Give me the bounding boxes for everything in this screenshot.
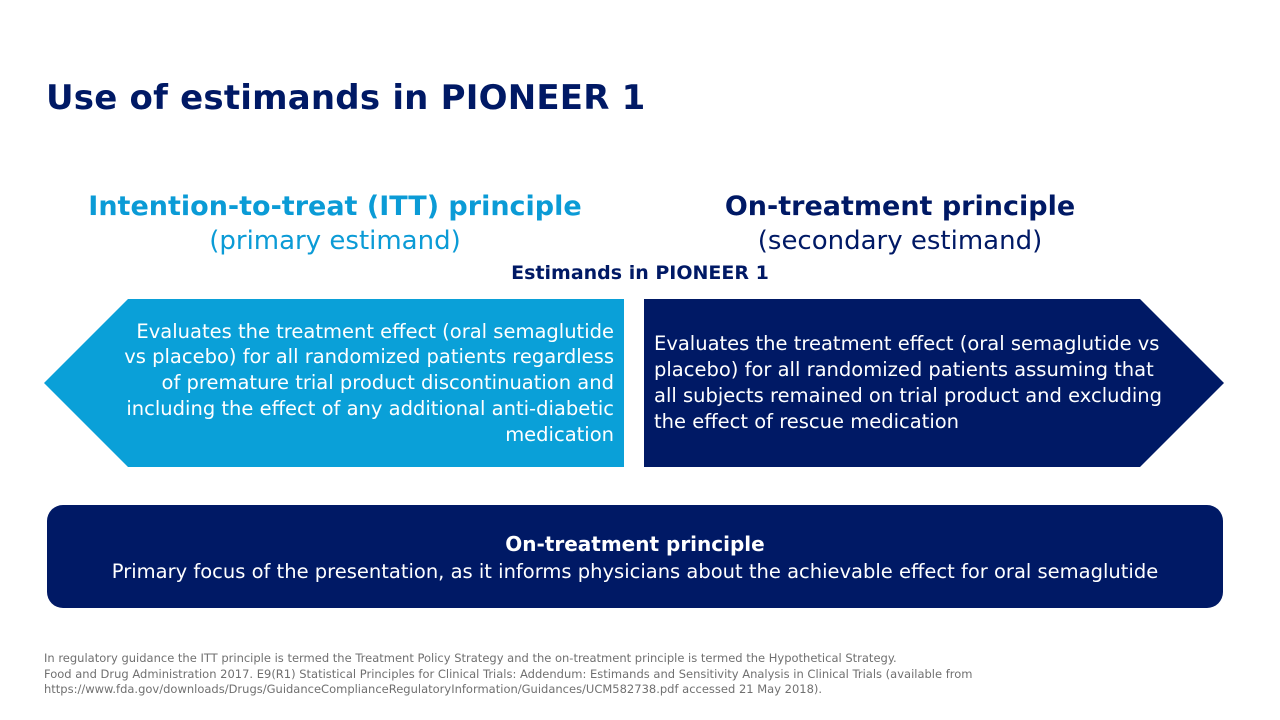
itt-description: Evaluates the treatment effect (oral sem… xyxy=(124,319,614,446)
footnote-line-3: https://www.fda.gov/downloads/Drugs/Guid… xyxy=(44,682,823,696)
footnote-line-2: Food and Drug Administration 2017. E9(R1… xyxy=(44,666,973,681)
focus-text: Primary focus of the presentation, as it… xyxy=(111,560,1159,583)
on-treatment-principle-title: On-treatment principle xyxy=(724,191,1076,222)
on-treatment-principle-subtitle: (secondary estimand) xyxy=(757,226,1043,256)
on-treatment-principle-heading: On-treatment principle (secondary estima… xyxy=(640,190,1160,258)
focus-title: On-treatment principle xyxy=(505,532,765,556)
on-treatment-arrow-box: Evaluates the treatment effect (oral sem… xyxy=(644,299,1224,467)
itt-principle-title: Intention-to-treat (ITT) principle xyxy=(88,191,582,222)
itt-arrow-box: Evaluates the treatment effect (oral sem… xyxy=(44,299,624,467)
focus-box: On-treatment principle Primary focus of … xyxy=(47,505,1223,608)
itt-principle-subtitle: (primary estimand) xyxy=(209,226,461,256)
estimands-label: Estimands in PIONEER 1 xyxy=(511,262,769,284)
footnote-line-1: In regulatory guidance the ITT principle… xyxy=(44,651,897,665)
on-treatment-description: Evaluates the treatment effect (oral sem… xyxy=(654,332,1162,433)
slide-title: Use of estimands in PIONEER 1 xyxy=(46,78,646,118)
footnotes: In regulatory guidance the ITT principle… xyxy=(44,651,1234,698)
itt-principle-heading: Intention-to-treat (ITT) principle (prim… xyxy=(40,190,630,258)
